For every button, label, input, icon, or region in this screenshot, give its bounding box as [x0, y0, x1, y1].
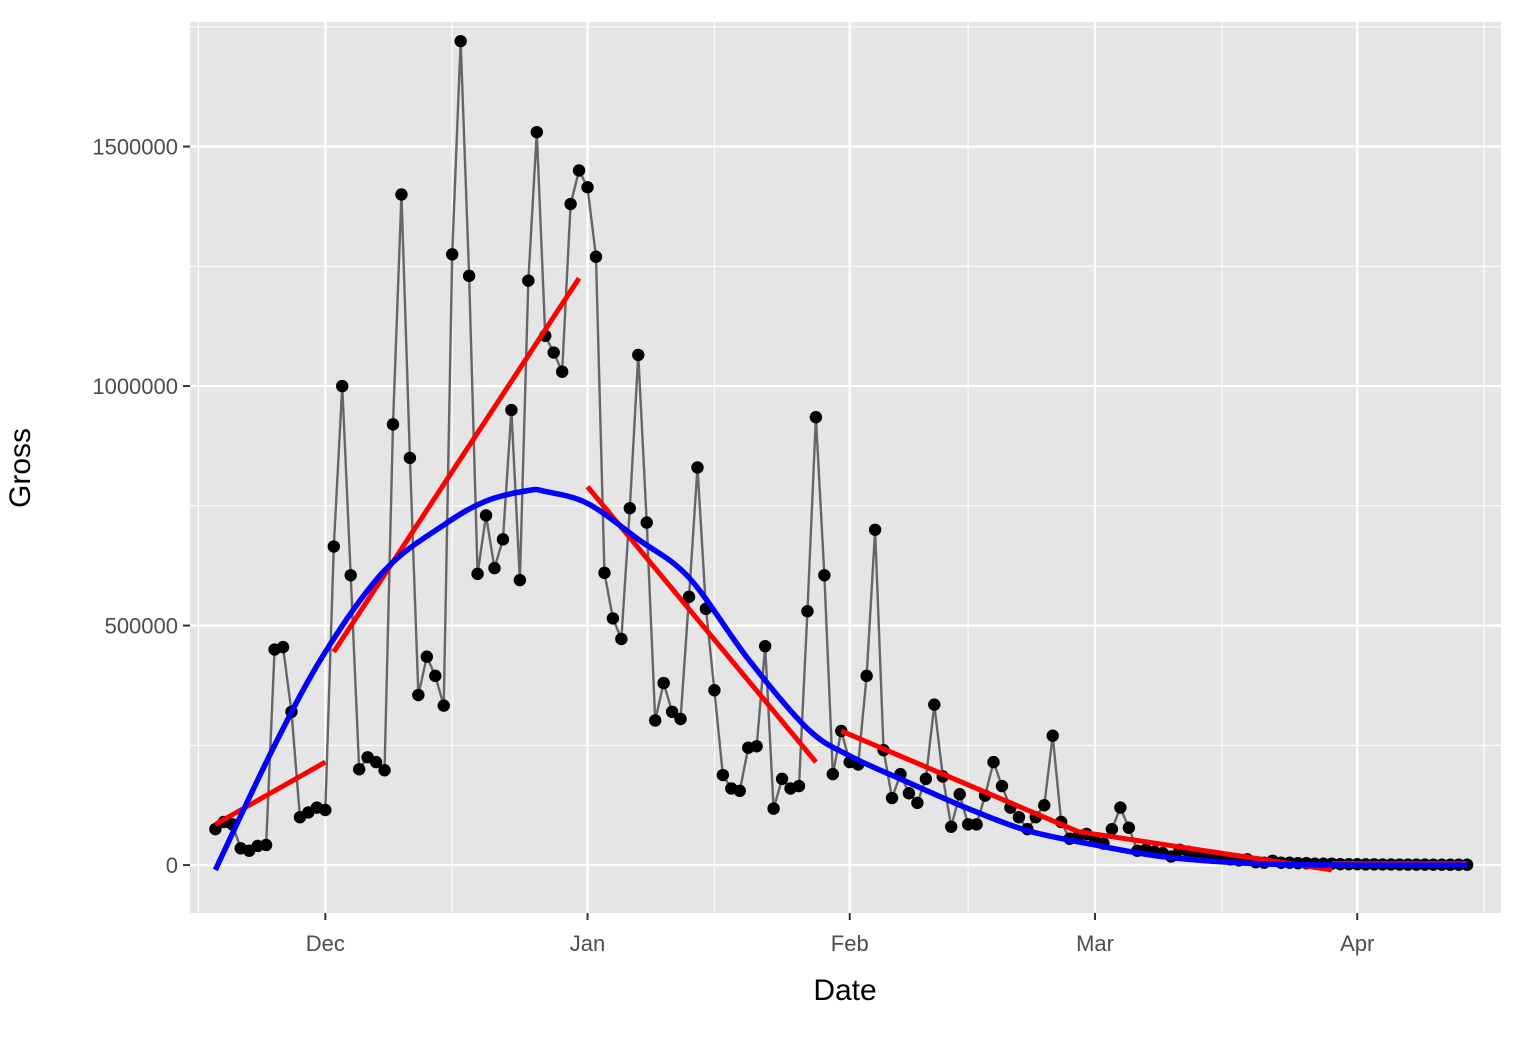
data-point [750, 740, 763, 753]
y-tick-label: 1500000 [92, 135, 178, 160]
data-point [581, 181, 594, 194]
data-point [327, 540, 340, 553]
data-point [767, 802, 780, 815]
data-point [276, 640, 290, 654]
y-axis-title: Gross [4, 428, 37, 508]
data-point [691, 461, 704, 474]
data-point [648, 714, 662, 727]
data-point [606, 612, 620, 625]
data-point [775, 772, 789, 786]
data-point [572, 164, 586, 177]
data-point [716, 768, 730, 782]
data-point [657, 676, 670, 690]
y-tick-label: 0 [166, 853, 178, 878]
data-point [1105, 822, 1119, 836]
data-point [792, 779, 806, 793]
x-tick-label: Apr [1340, 931, 1374, 956]
data-point [352, 763, 366, 776]
data-point [860, 669, 873, 683]
smooth-curve [212, 486, 1468, 872]
smooth-layer [212, 486, 1468, 872]
data-point [708, 684, 721, 697]
x-tick-label: Dec [306, 931, 345, 956]
data-point [885, 791, 899, 805]
segment-fit-line [214, 759, 327, 827]
data-point [344, 569, 357, 582]
data-point [496, 533, 510, 546]
data-point [386, 418, 400, 431]
data-point [479, 509, 493, 522]
data-point [462, 269, 476, 283]
segment-fit-line [331, 276, 582, 654]
data-point [488, 561, 501, 575]
data-point [826, 767, 840, 781]
data-point [640, 516, 653, 529]
data-point [395, 188, 408, 201]
data-point [665, 705, 679, 719]
plot-panel [190, 22, 1501, 913]
data-point [674, 712, 687, 726]
data-point [733, 784, 746, 798]
data-point [369, 755, 383, 769]
gridlines [190, 22, 1501, 913]
data-point [868, 523, 882, 536]
x-tick-label: Mar [1076, 931, 1114, 956]
data-point [471, 567, 484, 581]
data-point [953, 788, 966, 801]
data-point [598, 566, 611, 580]
data-point [555, 365, 569, 378]
y-tick-label: 1000000 [92, 374, 178, 399]
data-point [995, 779, 1009, 793]
data-point [623, 502, 637, 515]
y-tick-label: 500000 [105, 614, 178, 639]
data-point [336, 379, 349, 393]
x-tick-label: Jan [570, 931, 605, 956]
axes: 0 500000 1000000 1500000 Dec Jan Feb Mar Apr [92, 135, 1374, 956]
data-point [513, 573, 527, 587]
data-point [209, 822, 222, 836]
data-point [522, 274, 535, 287]
data-point [818, 569, 831, 582]
x-tick-label: Feb [831, 931, 869, 956]
data-point [758, 639, 772, 653]
data-point [911, 796, 924, 810]
data-point [945, 820, 958, 833]
data-point [454, 34, 467, 48]
data-point [429, 669, 442, 683]
data-point [987, 755, 1000, 769]
data-point [530, 125, 543, 139]
data-point [564, 197, 577, 211]
data-point [928, 698, 941, 711]
data-point [437, 699, 450, 712]
data-point [1114, 801, 1127, 814]
panel-background [190, 22, 1501, 913]
data-point [259, 838, 273, 852]
data-point [589, 250, 603, 263]
data-point [902, 787, 916, 800]
data-point [505, 403, 518, 417]
data-point [970, 818, 983, 831]
x-axis-title: Date [813, 974, 876, 1007]
data-point [615, 632, 628, 646]
data-point [919, 772, 933, 786]
data-point [378, 764, 391, 777]
data-point [1122, 821, 1136, 834]
data-point [403, 451, 417, 465]
data-point [1046, 729, 1059, 742]
data-point [420, 650, 434, 663]
data-point [1012, 810, 1026, 824]
data-point [412, 688, 425, 702]
data-point [801, 605, 814, 618]
data-point [547, 346, 560, 359]
data-point [809, 411, 823, 424]
data-point [1038, 799, 1051, 812]
data-point [319, 803, 332, 817]
data-point [446, 248, 459, 261]
segment-fit-line [840, 728, 1080, 834]
data-point [682, 590, 696, 604]
data-point [632, 348, 645, 362]
